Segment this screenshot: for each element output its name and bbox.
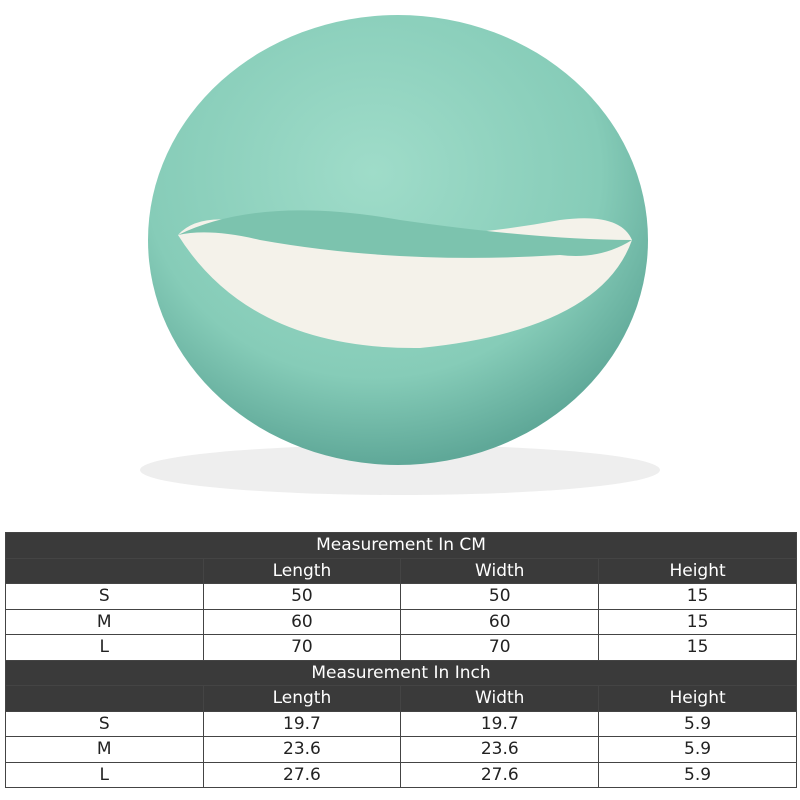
measurement-cell: 23.6 bbox=[400, 736, 600, 763]
bed-hood-edge bbox=[178, 210, 632, 258]
measurement-cell: 23.6 bbox=[202, 736, 402, 763]
measurement-cell: 70 bbox=[400, 634, 600, 661]
measurement-cell: 19.7 bbox=[202, 710, 402, 737]
measurement-cell: 27.6 bbox=[202, 761, 402, 788]
measurement-cell: 60 bbox=[400, 608, 600, 635]
table-title-row: Measurement In CM bbox=[5, 532, 797, 559]
table-header-row: Length Width Height bbox=[5, 685, 797, 712]
column-header bbox=[5, 685, 204, 712]
column-header: Width bbox=[400, 557, 600, 584]
product-photo bbox=[140, 15, 660, 495]
measurement-cell: 15 bbox=[598, 608, 797, 635]
table-row: M 60 60 15 bbox=[5, 608, 797, 635]
table-title: Measurement In Inch bbox=[5, 659, 797, 686]
size-label: L bbox=[5, 761, 204, 788]
measurement-cell: 5.9 bbox=[598, 710, 797, 737]
table-title: Measurement In CM bbox=[5, 532, 797, 559]
table-row: L 27.6 27.6 5.9 bbox=[5, 761, 797, 788]
measurement-cell: 5.9 bbox=[598, 736, 797, 763]
measurement-cell: 19.7 bbox=[400, 710, 600, 737]
measurement-cell: 27.6 bbox=[400, 761, 600, 788]
column-header: Height bbox=[598, 557, 797, 584]
size-label: M bbox=[5, 608, 204, 635]
measurement-cell: 50 bbox=[400, 583, 600, 610]
size-label: S bbox=[5, 583, 204, 610]
size-label: L bbox=[5, 634, 204, 661]
column-header: Length bbox=[202, 557, 402, 584]
measurement-cell: 70 bbox=[202, 634, 402, 661]
measurement-cell: 60 bbox=[202, 608, 402, 635]
measurement-cell: 50 bbox=[202, 583, 402, 610]
column-header: Length bbox=[202, 685, 402, 712]
measurement-cell: 15 bbox=[598, 634, 797, 661]
table-title-row: Measurement In Inch bbox=[5, 659, 797, 686]
size-chart: Measurement In CM Length Width Height S 50 50 1… bbox=[5, 532, 797, 788]
table-row: M 23.6 23.6 5.9 bbox=[5, 736, 797, 763]
measurement-cell: 5.9 bbox=[598, 761, 797, 788]
table-row: S 50 50 15 bbox=[5, 583, 797, 610]
size-label: S bbox=[5, 710, 204, 737]
column-header: Width bbox=[400, 685, 600, 712]
table-row: L 70 70 15 bbox=[5, 634, 797, 661]
size-label: M bbox=[5, 736, 204, 763]
table-row: S 19.7 19.7 5.9 bbox=[5, 710, 797, 737]
column-header: Height bbox=[598, 685, 797, 712]
floor-shadow bbox=[140, 445, 660, 495]
column-header bbox=[5, 557, 204, 584]
measurement-cell: 15 bbox=[598, 583, 797, 610]
table-header-row: Length Width Height bbox=[5, 557, 797, 584]
